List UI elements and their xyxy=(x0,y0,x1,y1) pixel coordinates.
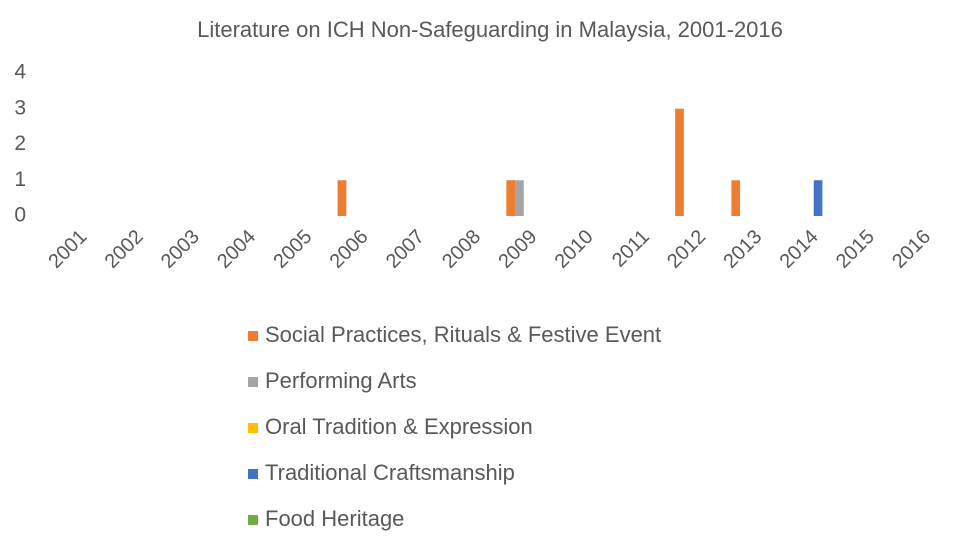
bar xyxy=(506,180,516,216)
y-tick-label: 3 xyxy=(14,96,26,119)
y-tick-label: 4 xyxy=(14,61,26,84)
y-tick-label: 0 xyxy=(14,204,26,227)
legend-swatch xyxy=(248,469,258,479)
legend-label: Food Heritage xyxy=(265,506,404,531)
chart-title: Literature on ICH Non-Safeguarding in Ma… xyxy=(197,17,783,42)
x-tick-label: 2008 xyxy=(438,226,485,273)
x-tick-label: 2014 xyxy=(776,226,823,273)
legend-swatch xyxy=(248,377,258,387)
bar xyxy=(813,180,823,216)
y-tick-label: 2 xyxy=(14,132,26,155)
x-tick-label: 2003 xyxy=(157,226,204,273)
legend-swatch xyxy=(248,515,258,525)
legend-label: Traditional Craftsmanship xyxy=(265,460,515,485)
legend-label: Oral Tradition & Expression xyxy=(265,414,533,439)
bar xyxy=(337,180,347,216)
x-tick-label: 2015 xyxy=(832,226,879,273)
x-tick-label: 2006 xyxy=(326,226,373,273)
x-tick-label: 2012 xyxy=(663,226,710,273)
x-tick-label: 2005 xyxy=(269,226,316,273)
bar xyxy=(675,108,684,216)
bar xyxy=(515,180,524,216)
x-tick-label: 2007 xyxy=(382,226,429,273)
legend-swatch xyxy=(248,331,258,341)
bar xyxy=(731,180,741,216)
legend-label: Social Practices, Rituals & Festive Even… xyxy=(265,322,661,347)
x-tick-label: 2016 xyxy=(888,226,935,273)
legend-label: Performing Arts xyxy=(265,368,417,393)
x-tick-label: 2004 xyxy=(213,226,260,273)
y-tick-label: 1 xyxy=(14,168,26,191)
x-tick-label: 2011 xyxy=(608,226,654,272)
x-tick-label: 2009 xyxy=(494,226,541,273)
legend-swatch xyxy=(248,423,258,433)
x-tick-label: 2010 xyxy=(551,226,598,273)
x-tick-label: 2013 xyxy=(719,226,766,273)
x-tick-label: 2002 xyxy=(101,226,148,273)
x-tick-label: 2001 xyxy=(44,226,91,273)
